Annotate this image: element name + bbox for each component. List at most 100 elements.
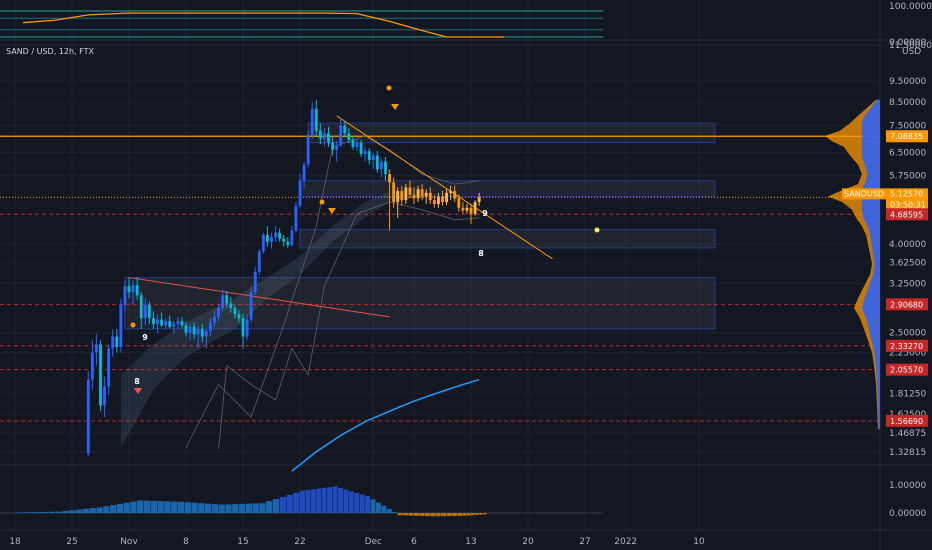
candle (351, 139, 355, 147)
hist-bar (452, 513, 457, 516)
signal-dot (386, 85, 392, 91)
x-tick-label: 18 (9, 537, 21, 547)
x-tick-label: 10 (693, 537, 705, 547)
candle (343, 125, 347, 134)
candle (192, 326, 196, 335)
candle (477, 197, 481, 203)
candle (392, 182, 396, 203)
candle (131, 285, 135, 293)
hist-bar (35, 512, 42, 513)
candle (278, 232, 282, 239)
hist-bar (177, 501, 185, 513)
candle (253, 272, 257, 293)
candle (453, 191, 457, 199)
candle (335, 145, 339, 150)
hist-bar (343, 489, 349, 513)
x-tick-label: 22 (294, 537, 305, 547)
profile-blue (861, 99, 880, 430)
price-badge-text: 7.08835 (890, 132, 923, 141)
candle (437, 196, 440, 204)
hist-bar (245, 503, 252, 513)
y-tick-label: 5.75000 (889, 172, 926, 182)
candle (416, 189, 420, 199)
y-tick-label: 3.62500 (889, 259, 926, 269)
candle (200, 329, 204, 337)
candle (103, 386, 106, 406)
candle (445, 192, 448, 203)
candle (164, 321, 168, 326)
price-badge-text: 2.33270 (890, 342, 923, 351)
candle (217, 308, 220, 317)
signal-label: 8 (134, 377, 140, 386)
candle (180, 321, 184, 326)
candle (298, 180, 302, 206)
x-tick-label: 6 (411, 537, 417, 547)
price-badges: 7.08835 SANDUSD 5.12570 03:50:314.68595 2.90… (842, 130, 928, 427)
candle (245, 319, 249, 337)
hist-bar (252, 503, 259, 513)
y-tick-label: 3.25000 (889, 279, 926, 289)
candle (241, 318, 245, 337)
trendlines[interactable] (128, 115, 553, 318)
candle (225, 295, 229, 304)
candle (380, 161, 383, 170)
candle (327, 133, 330, 143)
hist-bar (137, 500, 144, 513)
hist-bar (462, 513, 467, 516)
zone-box (307, 122, 716, 144)
hist-bar (266, 501, 273, 513)
price-badge-text: 2.05570 (890, 366, 923, 375)
hist-bar (310, 489, 316, 513)
hist-bar (157, 501, 164, 513)
candle (302, 164, 306, 181)
candle (347, 133, 351, 140)
candle (156, 319, 159, 324)
x-tick-label: Nov (120, 537, 138, 547)
y-tick-label: 6.50000 (889, 149, 926, 159)
hist-bar (15, 512, 22, 513)
price-badge (886, 130, 928, 143)
candle (176, 321, 180, 324)
candle (314, 108, 318, 131)
candle (420, 189, 424, 197)
hist-bar (446, 513, 452, 517)
hist-bar (211, 504, 219, 513)
candle (428, 192, 432, 201)
hist-bar (316, 488, 322, 513)
symbol-badge (842, 188, 886, 200)
price-badge (886, 208, 928, 221)
oscillator-pane[interactable] (0, 10, 603, 38)
candle (237, 314, 241, 319)
candle (424, 192, 428, 197)
hist-bar (441, 513, 447, 517)
hist-bar (419, 513, 425, 516)
candle (274, 232, 277, 238)
hist-bar (198, 503, 205, 513)
hist-bar (28, 512, 35, 513)
candle (147, 304, 151, 319)
moving-average[interactable] (291, 378, 480, 472)
hist-bar (205, 503, 212, 513)
candle (461, 207, 465, 211)
candle (209, 322, 212, 332)
hist-bar (76, 509, 83, 513)
hist-bar (184, 502, 191, 513)
candle (286, 241, 290, 246)
hist-bar (370, 499, 376, 513)
candle (363, 151, 367, 155)
horizontal-levels[interactable] (0, 135, 880, 422)
x-tick-label: 15 (237, 537, 248, 547)
hist-bar (225, 504, 232, 513)
candle (111, 336, 115, 349)
candle (127, 286, 131, 293)
candle (266, 234, 269, 242)
candle (367, 151, 371, 160)
candle (282, 238, 286, 242)
candle (375, 155, 379, 170)
price-badge (886, 414, 928, 427)
y-tick-label: 1.46875 (889, 429, 926, 439)
candles[interactable] (86, 99, 481, 457)
histogram-pane[interactable] (0, 486, 603, 517)
